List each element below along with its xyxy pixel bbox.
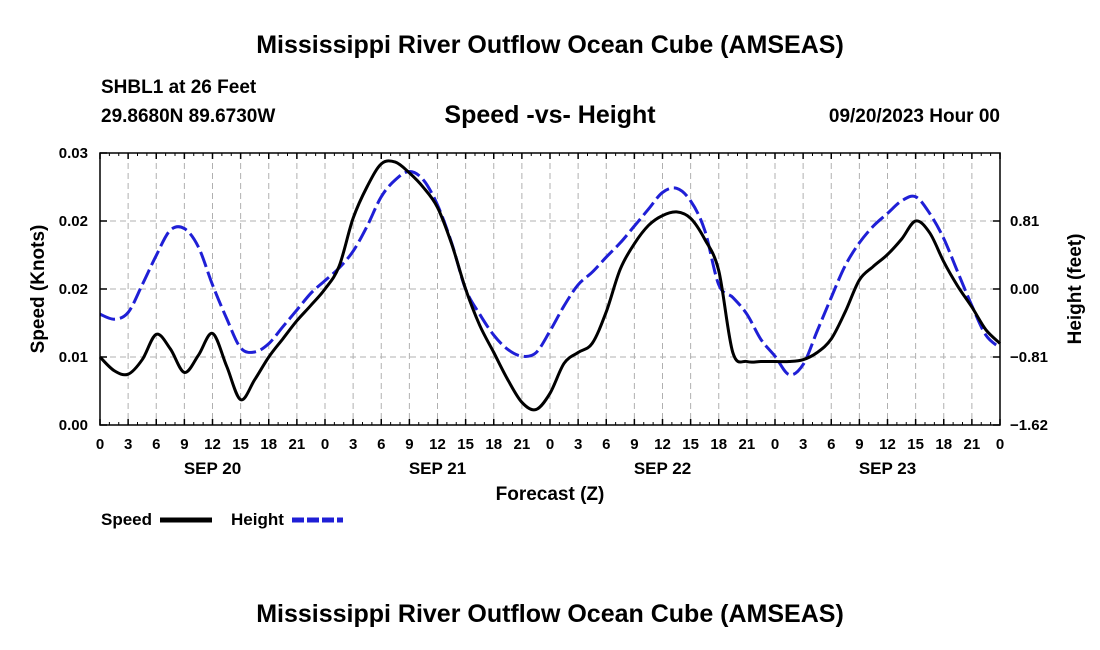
- y-axis-left-label: Speed (Knots): [28, 225, 49, 354]
- x-tick-label: 18: [260, 436, 277, 453]
- y-left-tick-label: 0.02: [59, 213, 88, 230]
- coordinates-label: 29.8680N 89.6730W: [101, 106, 276, 127]
- y-right-tick-label: 0.00: [1010, 281, 1039, 298]
- day-label: SEP 23: [859, 459, 916, 478]
- legend-speed-label: Speed: [101, 510, 152, 529]
- x-tick-label: 15: [232, 436, 249, 453]
- day-label: SEP 20: [184, 459, 241, 478]
- y-right-tick-label: 0.81: [1010, 213, 1039, 230]
- grid-lines: [100, 153, 1000, 425]
- x-tick-label: 18: [710, 436, 727, 453]
- y-left-tick-label: 0.00: [59, 417, 88, 434]
- footer-title: Mississippi River Outflow Ocean Cube (AM…: [256, 600, 844, 628]
- x-tick-label: 3: [799, 436, 807, 453]
- x-tick-label: 3: [574, 436, 582, 453]
- x-tick-label: 15: [457, 436, 474, 453]
- x-tick-label: 6: [152, 436, 160, 453]
- page-title: Mississippi River Outflow Ocean Cube (AM…: [256, 31, 844, 59]
- forecast-datetime: 09/20/2023 Hour 00: [828, 106, 1000, 127]
- day-label: SEP 22: [634, 459, 691, 478]
- x-tick-label: 9: [855, 436, 863, 453]
- x-tick-label: 9: [405, 436, 413, 453]
- x-tick-label: 21: [289, 436, 306, 453]
- x-tick-label: 0: [996, 436, 1004, 453]
- x-tick-label: 0: [771, 436, 779, 453]
- series-line-height: [99, 170, 1002, 377]
- chart-subtitle: Speed -vs- Height: [444, 101, 656, 129]
- x-tick-label: 6: [377, 436, 385, 453]
- x-tick-label: 21: [514, 436, 531, 453]
- x-tick-label: 6: [602, 436, 610, 453]
- x-tick-label: 18: [935, 436, 952, 453]
- x-tick-label: 15: [907, 436, 924, 453]
- y-axis-right-label: Height (feet): [1065, 234, 1086, 345]
- x-tick-label: 15: [682, 436, 699, 453]
- x-tick-label: 0: [321, 436, 329, 453]
- y-left-tick-label: 0.03: [59, 145, 88, 162]
- y-right-tick-label: −0.81: [1010, 349, 1048, 366]
- y-right-tick-label: −1.62: [1010, 417, 1048, 434]
- x-tick-label: 21: [964, 436, 981, 453]
- x-tick-label: 0: [96, 436, 104, 453]
- series-lines: [98, 159, 1002, 412]
- legend-height-label: Height: [231, 510, 284, 529]
- x-tick-label: 0: [546, 436, 554, 453]
- x-tick-label: 9: [630, 436, 638, 453]
- station-label: SHBL1 at 26 Feet: [101, 77, 257, 98]
- x-axis-label: Forecast (Z): [496, 484, 605, 505]
- y-left-tick-label: 0.01: [59, 349, 88, 366]
- x-tick-label: 12: [879, 436, 896, 453]
- x-tick-label: 3: [124, 436, 132, 453]
- axis-ticks: 0 3 6 9 12 15 18 21 0 3 6 9 12 15 18 21 0 3 6 9 12 15 18 21 0 3 6 9…: [59, 145, 1048, 478]
- x-tick-label: 9: [180, 436, 188, 453]
- x-tick-label: 3: [349, 436, 357, 453]
- x-tick-label: 12: [429, 436, 446, 453]
- day-label: SEP 21: [409, 459, 466, 478]
- legend: Speed Height: [101, 510, 343, 529]
- y-left-tick-label: 0.02: [59, 281, 88, 298]
- x-tick-label: 18: [485, 436, 502, 453]
- x-tick-label: 21: [739, 436, 756, 453]
- x-tick-label: 6: [827, 436, 835, 453]
- x-tick-label: 12: [204, 436, 221, 453]
- series-line-speed: [98, 159, 1002, 412]
- x-tick-label: 12: [654, 436, 671, 453]
